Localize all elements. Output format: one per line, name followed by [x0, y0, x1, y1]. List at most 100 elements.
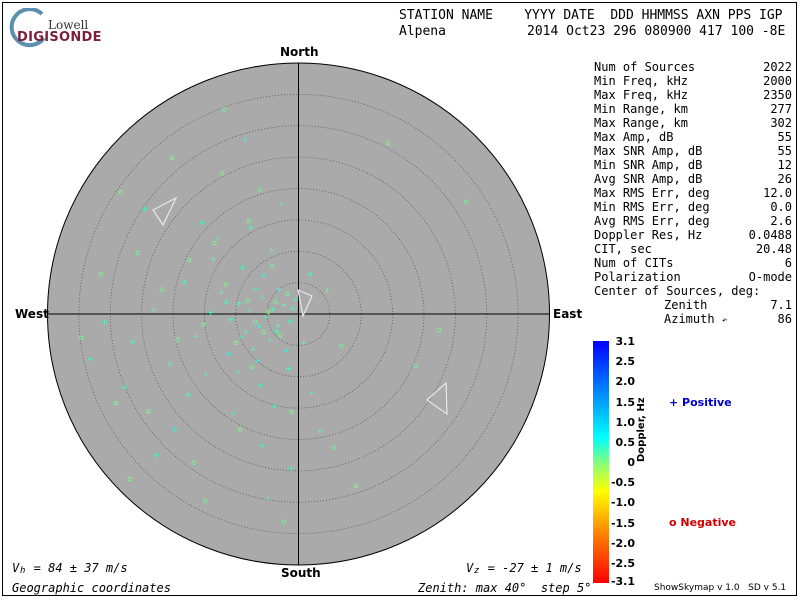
stat-label: Min Range, km — [594, 102, 688, 116]
stat-row: Polarization O-mode — [594, 270, 792, 284]
positive-source-marker: + — [167, 360, 173, 370]
positive-source-marker: + — [251, 345, 257, 355]
stat-label: Avg SNR Amp, dB — [594, 172, 703, 186]
stat-value: 2000 — [763, 74, 792, 88]
stat-value: 302 — [770, 116, 792, 130]
positive-source-marker: + — [283, 346, 289, 356]
stat-label: Polarization — [594, 270, 681, 284]
negative-source-marker — [436, 328, 442, 333]
vertical-velocity-subscript: z — [474, 566, 480, 576]
negative-source-marker — [338, 343, 344, 349]
colorbar-tick-label: -2.0 — [610, 536, 635, 550]
stat-label: Doppler Res, Hz — [594, 228, 703, 242]
zenith-note: Zenith: max 40° step 5° — [418, 581, 592, 595]
colorbar-tick-label: -1.0 — [610, 496, 635, 510]
positive-source-marker: + — [265, 494, 271, 504]
logo-digisonde-text: DIGISONDE — [17, 30, 102, 45]
negative-source-marker — [234, 340, 239, 346]
positive-source-marker: + — [210, 255, 216, 265]
stats-panel: Num of Sources 2022 Min Freq, kHz 2000 Max F… — [594, 60, 792, 326]
legend-positive: + Positive — [669, 396, 732, 409]
compass-east: East — [553, 307, 583, 321]
stat-label: Num of CITs — [594, 256, 674, 270]
negative-source-marker — [249, 365, 255, 370]
header-columns: STATION NAME YYYY DATE DDD HHMMSS AXN PP… — [399, 8, 783, 23]
stat-label: Max Amp, dB — [594, 130, 674, 144]
positive-source-marker: + — [286, 365, 292, 375]
negative-source-marker — [281, 519, 287, 524]
positive-source-marker: + — [317, 427, 323, 437]
stat-value: 277 — [770, 102, 792, 116]
stat-row: Avg SNR Amp, dB 26 — [594, 172, 792, 186]
positive-source-marker: + — [215, 234, 221, 244]
colorbar-tick-label: 2.0 — [615, 375, 636, 389]
negative-source-marker — [212, 240, 217, 246]
positive-source-marker: + — [243, 328, 249, 338]
negative-source-marker — [223, 282, 228, 287]
positive-source-marker: + — [142, 205, 148, 215]
negative-source-marker — [331, 445, 336, 450]
positive-source-marker: + — [270, 305, 276, 315]
negative-source-marker — [200, 322, 206, 327]
negative-source-marker — [266, 309, 271, 315]
positive-source-marker: + — [151, 306, 157, 316]
stat-row: CIT, sec 20.48 — [594, 242, 792, 256]
negative-source-marker — [127, 476, 132, 482]
stat-label: Min RMS Err, deg — [594, 200, 710, 214]
stat-row: Min Range, km 277 — [594, 102, 792, 116]
positive-source-marker: + — [275, 321, 281, 331]
compass-south: South — [281, 566, 321, 580]
negative-source-marker — [413, 363, 418, 369]
positive-source-marker: + — [293, 295, 299, 305]
positive-source-marker: + — [308, 270, 314, 280]
positive-source-marker: + — [208, 309, 214, 319]
positive-source-marker: + — [172, 425, 178, 435]
negative-source-marker — [261, 329, 266, 335]
stat-row: Max Amp, dB 55 — [594, 130, 792, 144]
positive-source-marker: + — [281, 301, 287, 311]
positive-source-marker: + — [269, 246, 275, 256]
digisonde-logo-icon — [9, 8, 46, 48]
stat-label: Max Freq, kHz — [594, 88, 688, 102]
center-title: Center of Sources, deg: — [594, 284, 761, 298]
stat-value: 55 — [777, 144, 792, 158]
positive-source-marker: + — [259, 441, 265, 451]
positive-source-marker: + — [256, 322, 262, 332]
stat-value: 26 — [777, 172, 792, 186]
positive-source-marker: + — [219, 289, 225, 299]
stat-value: 20.48 — [755, 242, 792, 256]
colorbar-tick-label: 1.0 — [615, 415, 636, 429]
positive-source-marker: + — [130, 338, 136, 348]
negative-source-marker — [113, 400, 119, 406]
stat-row: Doppler Res, Hz 0.0488 — [594, 228, 792, 242]
stat-row: Max RMS Err, deg 12.0 — [594, 186, 792, 200]
positive-source-marker: + — [247, 306, 253, 316]
stat-value: 2022 — [763, 60, 792, 74]
stat-row: Min SNR Amp, dB 12 — [594, 158, 792, 172]
positive-source-marker: + — [154, 451, 160, 461]
positive-source-marker: + — [87, 355, 93, 365]
compass-north: North — [280, 45, 319, 59]
stat-value: 2350 — [763, 88, 792, 102]
positive-source-marker: + — [274, 327, 280, 337]
negative-source-marker — [269, 264, 275, 269]
version-info: ShowSkymap v 1.0 SD v 5.1 — [654, 583, 787, 593]
positive-source-marker: + — [235, 368, 241, 378]
negative-source-marker — [135, 250, 141, 256]
positive-source-marker: + — [267, 336, 273, 346]
negative-source-marker — [146, 409, 151, 414]
negative-source-marker — [246, 218, 252, 224]
colorbar-tick-label: 3.1 — [615, 335, 636, 348]
negative-source-marker — [170, 155, 175, 160]
positive-source-marker: + — [325, 286, 331, 296]
negative-source-marker — [245, 298, 250, 304]
negative-source-marker — [253, 319, 258, 324]
colorbar-tick-label: 1.5 — [615, 395, 636, 409]
negative-source-marker — [289, 409, 294, 415]
positive-source-marker: + — [279, 200, 285, 210]
positive-source-marker: + — [272, 402, 278, 412]
negative-source-marker — [278, 333, 283, 338]
negative-source-marker — [175, 337, 180, 342]
positive-source-marker: + — [301, 339, 307, 349]
